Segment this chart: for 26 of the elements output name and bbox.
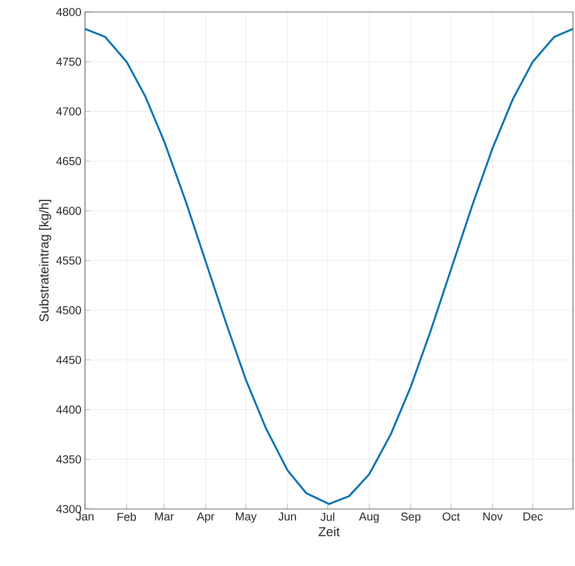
line-series xyxy=(85,28,574,505)
x-tick-label: Sep xyxy=(401,512,420,523)
x-tick-label: Mar xyxy=(155,512,174,521)
y-tick-label: 4750 xyxy=(56,58,82,66)
y-axis-title: Substrateintrag [kg/h] xyxy=(39,200,52,322)
x-axis-title: Zeit xyxy=(318,526,340,536)
y-tick-label: 4300 xyxy=(56,504,82,514)
x-tick-label: Jun xyxy=(278,512,296,521)
y-tick-label: 4800 xyxy=(56,8,82,16)
y-tick-label: 4400 xyxy=(56,406,82,414)
y-tick-label: 4550 xyxy=(56,256,82,265)
y-tick-label: 4350 xyxy=(56,455,82,464)
x-tick-label: Feb xyxy=(118,512,136,521)
x-tick-label: Apr xyxy=(196,512,214,523)
x-tick-label: Dec xyxy=(524,512,543,521)
y-tick-label: 4600 xyxy=(56,206,82,215)
y-tick-label: 4500 xyxy=(56,306,82,314)
x-tick-label: Nov xyxy=(483,512,503,521)
y-tick-label: 4700 xyxy=(56,107,82,116)
y-tick-label: 4650 xyxy=(56,157,82,166)
x-tick-label: Oct xyxy=(442,512,460,521)
x-tick-label: Jul xyxy=(320,512,334,521)
x-tick-label: Jan xyxy=(76,512,94,521)
x-tick-label: May xyxy=(236,512,257,523)
y-tick-label: 4450 xyxy=(56,356,82,364)
x-tick-label: Aug xyxy=(359,512,379,523)
